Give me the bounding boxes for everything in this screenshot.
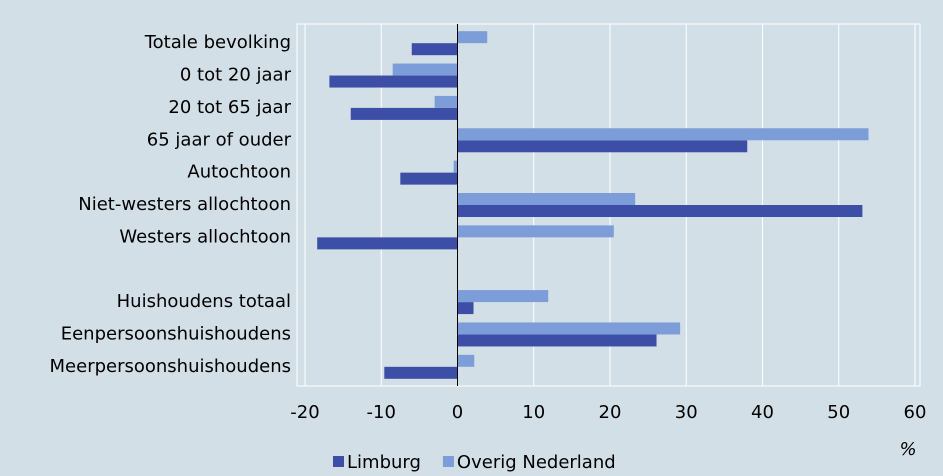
y-tick-label: Huishoudens totaal [117,291,291,312]
bar [457,193,636,205]
bar [400,172,458,185]
bar [384,366,458,379]
y-tick-label: 0 tot 20 jaar [180,65,292,86]
legend-label: Overig Nederland [457,452,616,473]
bar [411,43,458,56]
bar [434,95,458,108]
y-tick-label: 20 tot 65 jaar [168,97,291,118]
bar [350,107,458,120]
y-tick-label: Autochtoon [187,162,291,183]
y-tick-label: Totale bevolking [144,32,291,53]
bar [392,63,458,76]
x-tick-label: 0 [452,402,463,423]
y-tick-label: Eenpersoonshuishoudens [61,323,291,344]
legend-swatch [333,456,344,467]
y-tick-label: Meerpersoonshuishoudens [50,356,291,377]
bar [457,290,549,303]
x-axis-label: % [899,439,916,460]
bar [317,237,458,250]
bar [453,160,458,173]
bar [457,322,681,335]
x-tick-label: -20 [290,402,319,423]
bar [457,354,475,367]
bar [457,31,488,44]
bar [457,302,474,315]
x-tick-label: 20 [599,402,622,423]
bar [457,334,657,347]
y-tick-label: Niet-westers allochtoon [78,194,291,215]
x-tick-label: -10 [367,402,396,423]
legend-label: Limburg [347,452,421,473]
x-tick-label: 60 [904,402,927,423]
x-tick-label: 40 [751,402,774,423]
bar [457,205,863,217]
x-tick-label: 10 [522,402,545,423]
x-tick-label: 30 [675,402,698,423]
bar [457,128,869,141]
y-tick-label: Westers allochtoon [119,226,291,247]
y-tick-label: 65 jaar of ouder [147,129,292,150]
x-tick-label: 50 [827,402,850,423]
bar [329,75,458,88]
legend-swatch [442,456,454,467]
bar [457,140,748,153]
bar [457,225,614,238]
